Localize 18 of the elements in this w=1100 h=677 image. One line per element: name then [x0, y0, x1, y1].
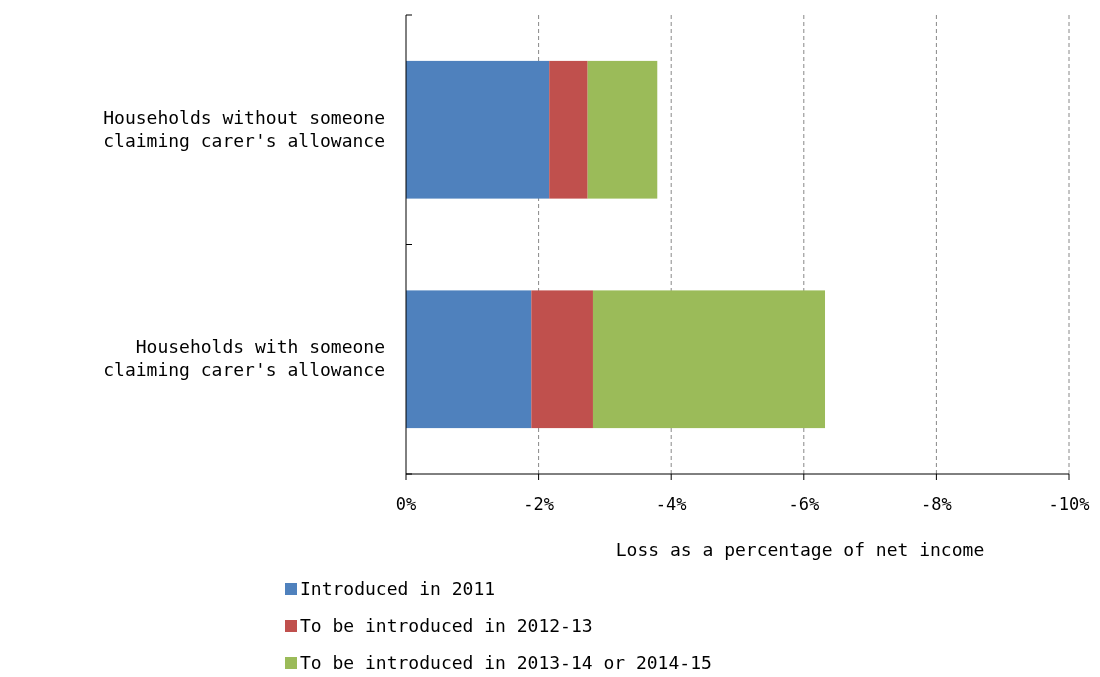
- x-tick-label: -6%: [788, 494, 820, 514]
- bar: [406, 290, 532, 429]
- bar: [406, 60, 550, 199]
- x-tick-label: -8%: [921, 494, 952, 514]
- legend-label: Introduced in 2011: [300, 578, 496, 599]
- x-tick-label: 0%: [395, 494, 417, 514]
- legend-label: To be introduced in 2013-14 or 2014-15: [300, 652, 712, 673]
- y-tick-label: Households with someone claiming carer's allowance: [103, 336, 385, 381]
- x-axis-title: Loss as a percentage of net income: [615, 539, 985, 560]
- bar: [531, 290, 593, 429]
- bar: [592, 290, 826, 429]
- x-tick-label: -10%: [1048, 494, 1090, 514]
- legend-label: To be introduced in 2012-13: [300, 615, 593, 636]
- x-tick-label: -4%: [655, 494, 687, 514]
- y-tick-label: Households without someone claiming carer's allowance: [103, 106, 385, 151]
- bar: [549, 60, 588, 199]
- bar: [587, 60, 658, 199]
- x-tick-label: -2%: [523, 494, 554, 514]
